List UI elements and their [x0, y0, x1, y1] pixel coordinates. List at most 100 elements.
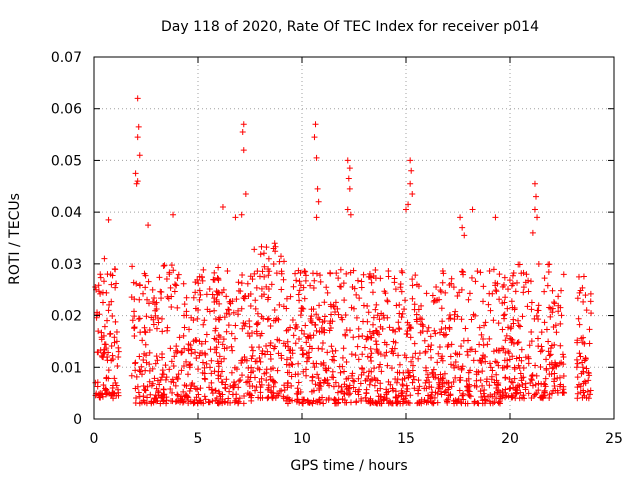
data-point: [252, 305, 259, 312]
data-point: [446, 312, 453, 319]
data-point: [447, 361, 454, 368]
data-point: [103, 391, 110, 398]
data-point: [585, 369, 592, 376]
data-point: [479, 368, 486, 375]
data-point: [171, 353, 178, 360]
data-point: [314, 399, 321, 406]
data-point: [226, 306, 233, 313]
data-point: [434, 359, 441, 366]
data-point: [254, 321, 261, 328]
data-point: [430, 400, 437, 407]
data-point: [192, 289, 199, 296]
data-point: [254, 310, 261, 317]
data-point: [242, 191, 249, 198]
data-point: [329, 348, 336, 355]
data-point: [442, 388, 449, 395]
data-point: [545, 268, 552, 275]
data-point: [141, 324, 148, 331]
data-point: [528, 299, 535, 306]
data-point: [514, 317, 521, 324]
data-point: [231, 399, 238, 406]
data-point: [235, 279, 242, 286]
data-point: [194, 315, 201, 322]
data-point: [287, 354, 294, 361]
data-point: [233, 395, 240, 402]
data-point: [412, 272, 419, 279]
data-point: [545, 348, 552, 355]
data-point: [314, 371, 321, 378]
data-point: [435, 350, 442, 357]
data-point: [134, 134, 141, 141]
data-point: [587, 290, 594, 297]
data-point: [401, 306, 408, 313]
data-point: [180, 280, 187, 287]
data-point: [469, 206, 476, 213]
data-point: [495, 347, 502, 354]
data-point: [197, 349, 204, 356]
data-point: [370, 314, 377, 321]
data-point: [226, 298, 233, 305]
data-point: [163, 397, 170, 404]
data-point: [219, 396, 226, 403]
data-point: [167, 386, 174, 393]
data-point: [302, 277, 309, 284]
data-point: [561, 389, 568, 396]
data-point: [470, 357, 477, 364]
data-point: [316, 382, 323, 389]
data-point: [332, 308, 339, 315]
data-point: [303, 350, 310, 357]
data-point: [361, 344, 368, 351]
data-point: [101, 341, 108, 348]
data-point: [491, 398, 498, 405]
data-point: [558, 359, 565, 366]
data-point: [274, 392, 281, 399]
data-point: [407, 334, 414, 341]
data-point: [586, 326, 593, 333]
data-point: [577, 353, 584, 360]
data-point: [341, 381, 348, 388]
data-point: [130, 324, 137, 331]
data-point: [329, 318, 336, 325]
y-tick-label: 0: [73, 412, 82, 428]
data-point: [355, 325, 362, 332]
data-point: [532, 381, 539, 388]
data-point: [133, 280, 140, 287]
data-point: [417, 315, 424, 322]
data-point: [268, 389, 275, 396]
data-point: [528, 375, 535, 382]
data-point: [176, 334, 183, 341]
data-point: [193, 355, 200, 362]
data-point: [274, 367, 281, 374]
data-point: [330, 383, 337, 390]
data-point: [466, 290, 473, 297]
data-point: [170, 211, 177, 218]
data-point: [178, 367, 185, 374]
data-point: [173, 349, 180, 356]
data-point: [368, 334, 375, 341]
data-point: [320, 359, 327, 366]
data-point: [486, 290, 493, 297]
data-point: [395, 325, 402, 332]
data-point: [144, 296, 151, 303]
data-point: [256, 355, 263, 362]
data-point: [403, 206, 409, 213]
data-point: [131, 296, 138, 303]
data-point: [249, 352, 256, 359]
data-point: [500, 345, 507, 352]
data-point: [518, 377, 525, 384]
data-point: [513, 355, 520, 362]
data-point: [351, 378, 358, 385]
data-point: [427, 346, 434, 353]
data-point: [163, 374, 170, 381]
data-point: [426, 379, 433, 386]
data-point: [203, 291, 210, 298]
data-point: [267, 351, 274, 358]
data-point: [107, 330, 114, 337]
data-point: [162, 376, 169, 383]
data-point: [212, 325, 219, 332]
data-point: [317, 278, 324, 285]
data-point: [454, 292, 461, 299]
data-point: [222, 385, 229, 392]
data-point: [201, 317, 208, 324]
plot-frame: [93, 56, 615, 420]
